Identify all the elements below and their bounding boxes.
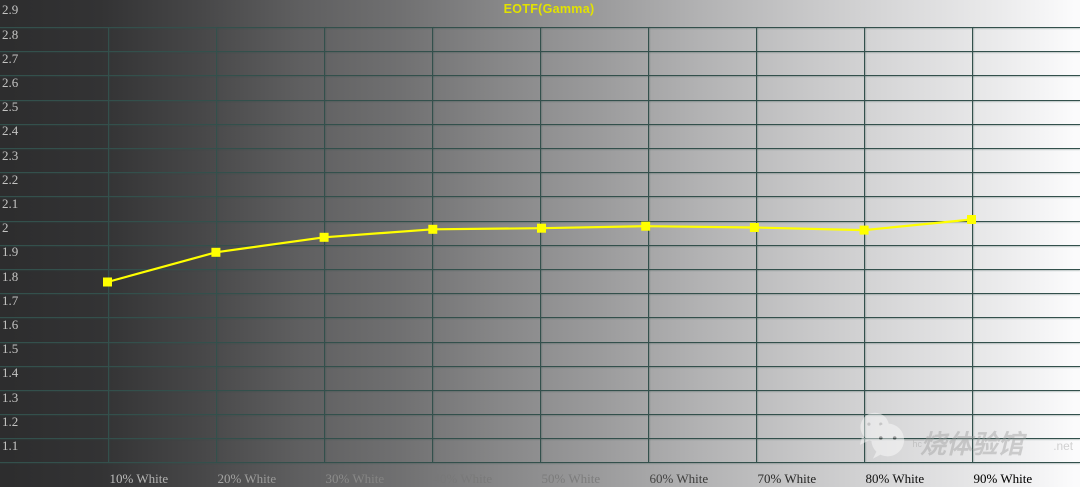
svg-text:烧体验馆: 烧体验馆 bbox=[920, 430, 1027, 459]
svg-text:.net: .net bbox=[1053, 439, 1074, 453]
